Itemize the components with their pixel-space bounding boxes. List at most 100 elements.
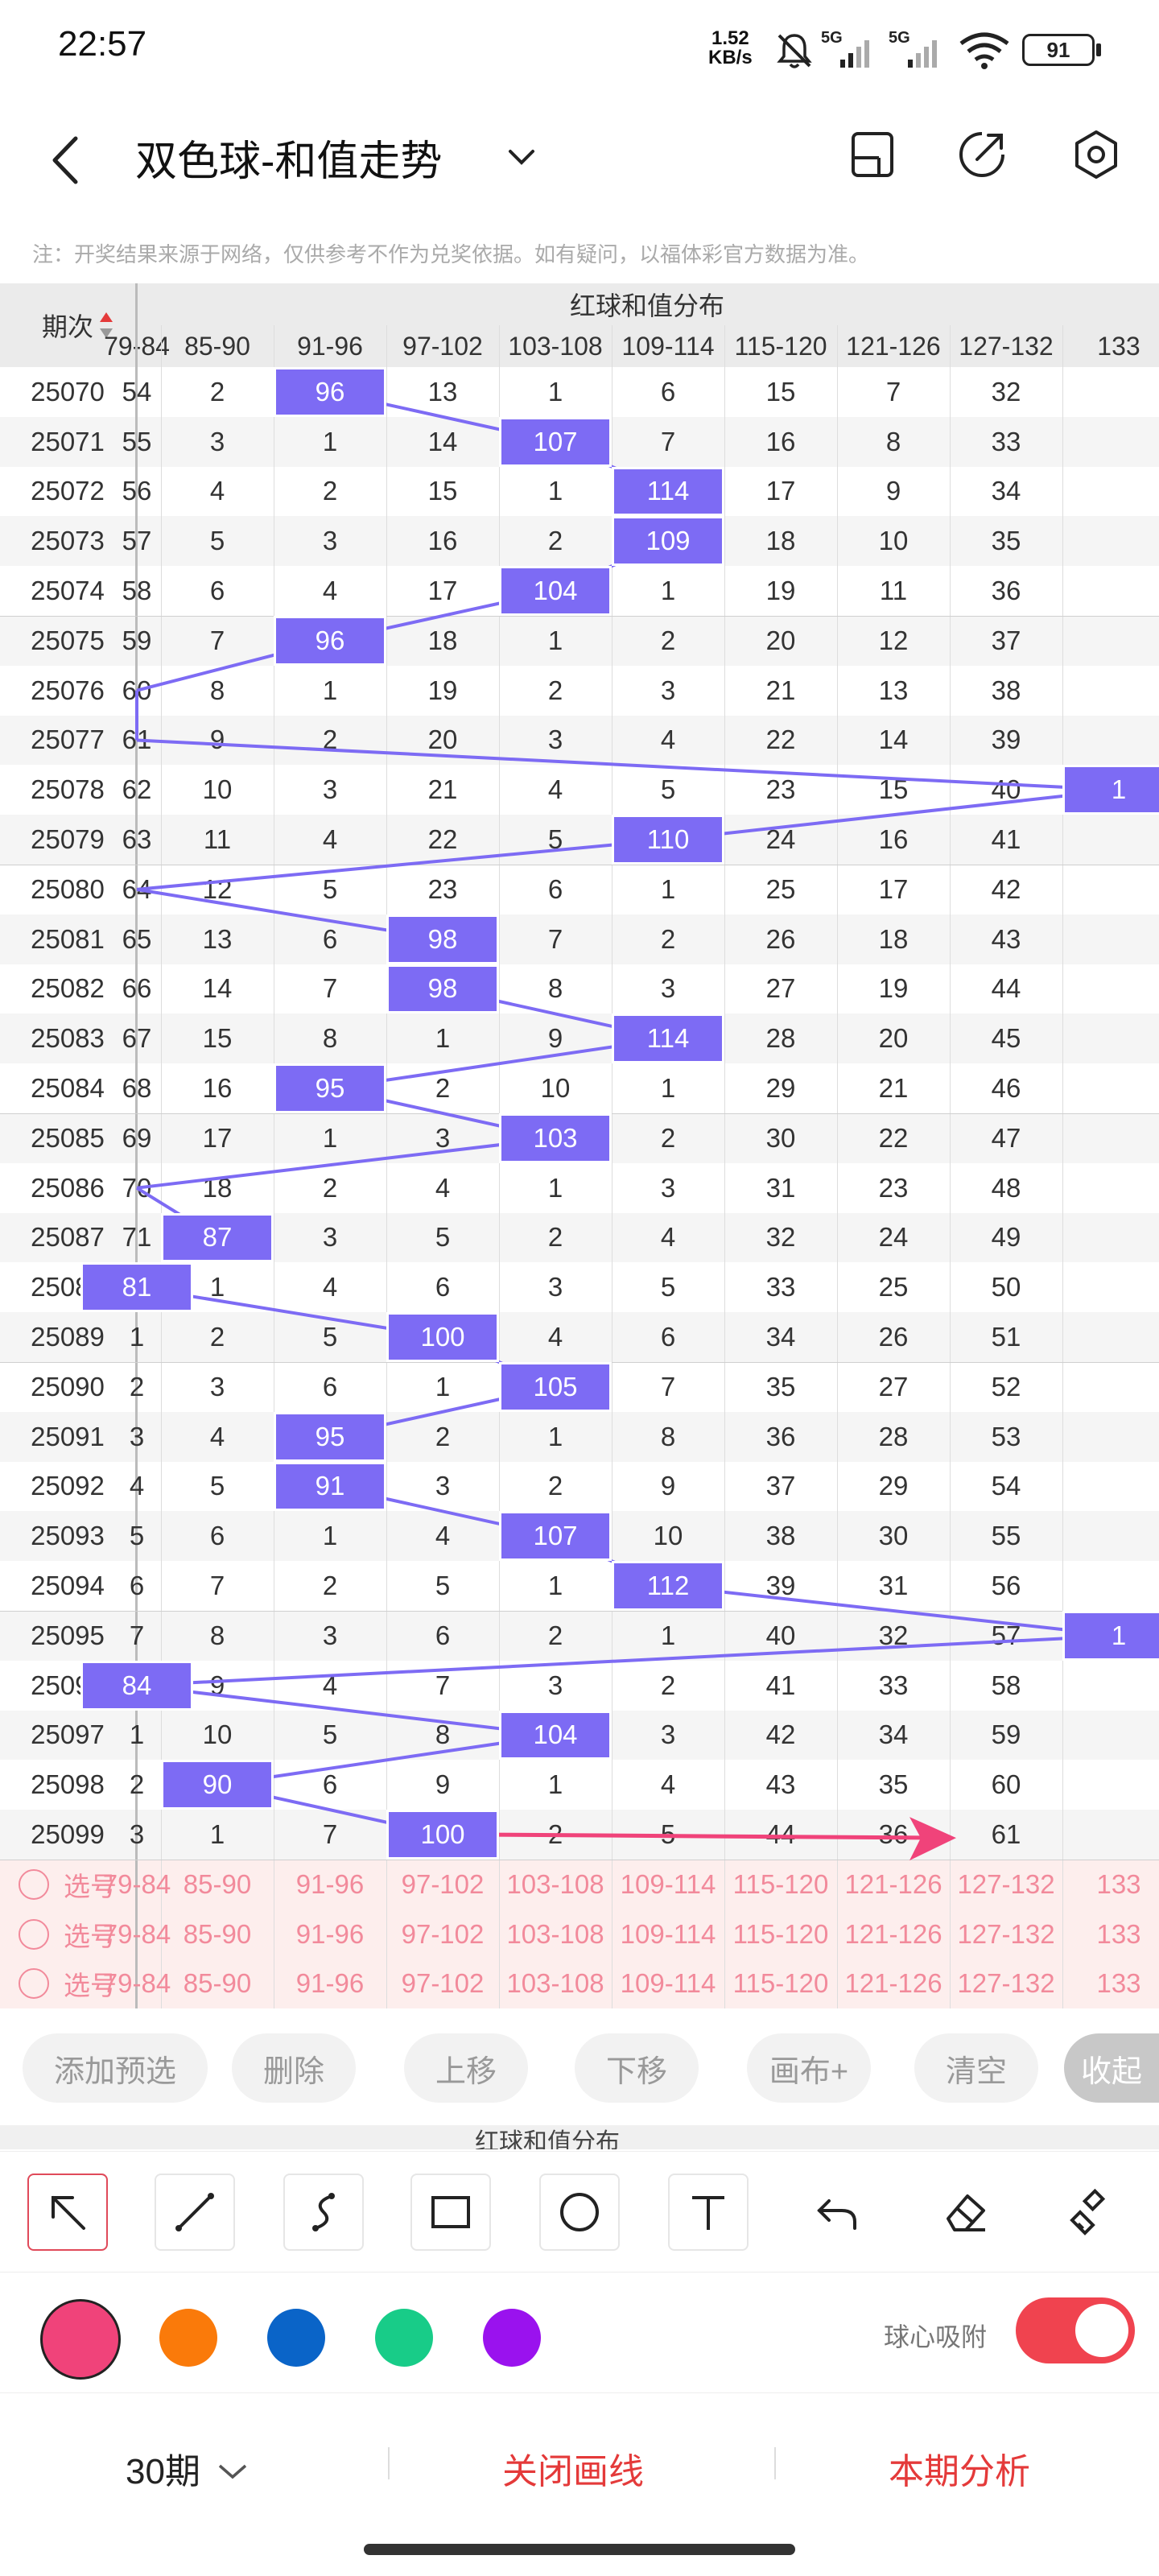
omit-cell[interactable]: 15	[878, 774, 909, 805]
share-icon[interactable]	[956, 129, 1008, 180]
select-range-cell[interactable]: 103-108	[506, 1918, 604, 1949]
color-swatch-purple[interactable]	[483, 2309, 541, 2367]
omit-cell[interactable]: 17	[427, 576, 458, 606]
omit-cell[interactable]	[1062, 1511, 1159, 1561]
select-range-cell[interactable]: 121-126	[844, 1918, 942, 1949]
omit-cell[interactable]	[1062, 914, 1159, 964]
omit-cell[interactable]: 36	[765, 1421, 796, 1451]
omit-cell[interactable]: 4	[209, 476, 225, 506]
omit-cell[interactable]: 44	[991, 973, 1021, 1004]
omit-cell[interactable]: 6	[547, 873, 563, 904]
omit-cell[interactable]: 54	[991, 1471, 1021, 1501]
omit-cell[interactable]: 13	[427, 376, 458, 407]
omit-cell[interactable]: 8	[660, 1421, 676, 1451]
omit-cell[interactable]: 1	[547, 1172, 563, 1203]
omit-cell[interactable]: 6	[209, 576, 225, 606]
select-radio-icon[interactable]	[19, 1918, 49, 1950]
omit-cell[interactable]: 27	[765, 973, 796, 1004]
select-range-cell[interactable]: 97-102	[401, 1968, 485, 1999]
omit-cell[interactable]: 16	[427, 526, 458, 556]
omit-cell[interactable]: 50	[991, 1272, 1021, 1302]
hit-cell[interactable]: 95	[274, 1411, 386, 1462]
omit-cell[interactable]: 59	[991, 1719, 1021, 1750]
hit-cell[interactable]: 1	[1062, 1611, 1159, 1661]
add-preselect-button[interactable]: 添加预选	[23, 2033, 208, 2103]
omit-cell[interactable]: 2	[660, 1122, 676, 1153]
omit-cell[interactable]: 48	[991, 1172, 1021, 1203]
omit-cell[interactable]: 51	[991, 1322, 1021, 1352]
omit-cell[interactable]: 2	[435, 1421, 451, 1451]
omit-cell[interactable]: 1	[209, 1819, 225, 1850]
omit-cell[interactable]: 5	[660, 1819, 676, 1850]
select-radio-icon[interactable]	[19, 1968, 49, 2000]
omit-cell[interactable]: 6	[660, 1322, 676, 1352]
hit-cell[interactable]: 100	[386, 1312, 499, 1362]
omit-cell[interactable]: 36	[878, 1819, 909, 1850]
hit-cell[interactable]: 109	[612, 516, 724, 567]
omit-cell[interactable]: 8	[547, 973, 563, 1004]
omit-cell[interactable]: 6	[322, 1371, 338, 1402]
omit-cell[interactable]: 41	[991, 824, 1021, 855]
omit-cell[interactable]: 7	[660, 1371, 676, 1402]
omit-cell[interactable]: 4	[209, 1421, 225, 1451]
omit-cell[interactable]	[1062, 1810, 1159, 1860]
omit-cell[interactable]: 47	[991, 1122, 1021, 1153]
select-range-cell[interactable]: 133	[1096, 1968, 1141, 1999]
omit-cell[interactable]: 49	[991, 1222, 1021, 1253]
omit-cell[interactable]: 4	[435, 1172, 451, 1203]
omit-cell[interactable]: 4	[547, 1322, 563, 1352]
omit-cell[interactable]: 3	[209, 1371, 225, 1402]
omit-cell[interactable]: 1	[547, 1421, 563, 1451]
omit-cell[interactable]: 54	[122, 376, 152, 407]
omit-cell[interactable]: 9	[435, 1769, 451, 1800]
omit-cell[interactable]: 2	[322, 476, 338, 506]
select-range-cell[interactable]: 115-120	[732, 1868, 829, 1899]
omit-cell[interactable]: 67	[122, 1023, 152, 1054]
omit-cell[interactable]: 1	[547, 1571, 563, 1601]
omit-cell[interactable]	[1062, 666, 1159, 716]
omit-cell[interactable]: 56	[122, 476, 152, 506]
omit-cell[interactable]: 30	[765, 1122, 796, 1153]
current-period-analysis-button[interactable]: 本期分析	[889, 2452, 1030, 2491]
select-range-cell[interactable]: 109-114	[620, 1918, 716, 1949]
omit-cell[interactable]: 5	[547, 824, 563, 855]
omit-cell[interactable]	[1062, 1462, 1159, 1512]
omit-cell[interactable]: 8	[209, 1620, 225, 1650]
omit-cell[interactable]: 2	[547, 1819, 563, 1850]
omit-cell[interactable]: 9	[885, 476, 901, 506]
omit-cell[interactable]: 23	[427, 873, 458, 904]
omit-cell[interactable]: 7	[885, 376, 901, 407]
omit-cell[interactable]: 3	[660, 675, 676, 705]
omit-cell[interactable]: 25	[878, 1272, 909, 1302]
omit-cell[interactable]: 23	[765, 774, 796, 805]
sum-trend-chart[interactable]: 期次 红球和值分布 79-84 85-90 91-96 97-102 103-108 109-…	[0, 283, 1159, 2013]
color-swatch-pink[interactable]	[40, 2299, 121, 2380]
omit-cell[interactable]: 19	[427, 675, 458, 705]
omit-cell[interactable]: 58	[991, 1670, 1021, 1700]
omit-cell[interactable]	[1062, 1760, 1159, 1810]
omit-cell[interactable]: 37	[991, 625, 1021, 655]
omit-cell[interactable]: 2	[209, 376, 225, 407]
omit-cell[interactable]	[1062, 716, 1159, 766]
omit-cell[interactable]: 3	[547, 724, 563, 755]
omit-cell[interactable]: 61	[991, 1819, 1021, 1850]
snap-to-center-toggle[interactable]	[1016, 2297, 1135, 2363]
hit-cell[interactable]: 107	[499, 1511, 612, 1562]
select-range-cell[interactable]: 103-108	[506, 1968, 604, 1999]
omit-cell[interactable]	[1062, 1362, 1159, 1412]
omit-cell[interactable]: 26	[765, 923, 796, 954]
omit-cell[interactable]: 34	[991, 476, 1021, 506]
hit-cell[interactable]: 95	[274, 1063, 386, 1113]
omit-cell[interactable]: 15	[765, 376, 796, 407]
omit-cell[interactable]: 7	[435, 1670, 451, 1700]
omit-cell[interactable]: 3	[547, 1272, 563, 1302]
select-range-cell[interactable]: 109-114	[620, 1868, 716, 1899]
move-down-button[interactable]: 下移	[575, 2033, 699, 2103]
back-icon[interactable]	[47, 132, 87, 188]
hit-cell[interactable]: 1	[1062, 765, 1159, 815]
select-row-label[interactable]: 选号	[0, 1909, 135, 1959]
omit-cell[interactable]: 25	[765, 873, 796, 904]
omit-cell[interactable]: 10	[540, 1073, 571, 1104]
omit-cell[interactable]: 14	[878, 724, 909, 755]
omit-cell[interactable]: 55	[991, 1521, 1021, 1551]
